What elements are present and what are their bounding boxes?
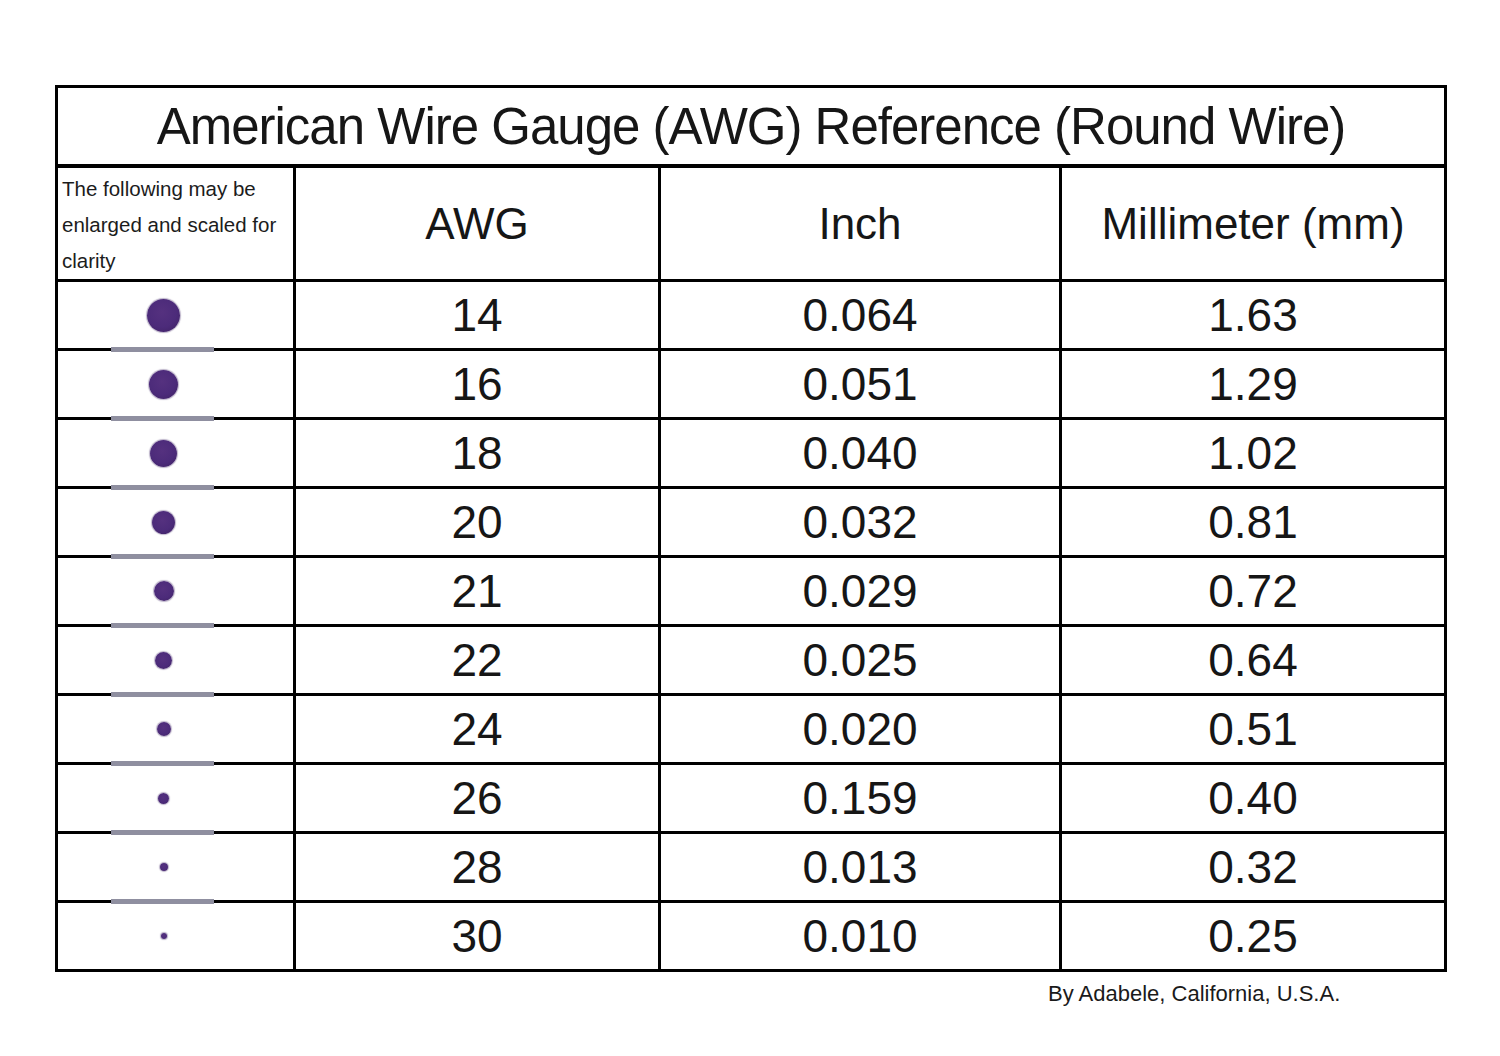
table-row: 14 0.064 1.63 (58, 282, 1444, 351)
wire-dot-icon (161, 933, 167, 939)
column-header-mm-label: Millimeter (mm) (1101, 199, 1404, 249)
awg-value: 22 (296, 627, 661, 693)
mm-value: 1.02 (1062, 420, 1444, 486)
wire-size-cell (58, 558, 296, 624)
table-header-row: The following may be enlarged and scaled… (58, 168, 1444, 282)
wire-size-cell (58, 627, 296, 693)
wire-size-cell (58, 903, 296, 969)
wire-size-cell (58, 351, 296, 417)
mm-value: 1.29 (1062, 351, 1444, 417)
wire-dot-icon (155, 652, 172, 669)
wire-size-cell (58, 489, 296, 555)
credit-text: By Adabele, California, U.S.A. (1048, 981, 1340, 1007)
row-separator-tick (111, 761, 214, 766)
awg-value: 26 (296, 765, 661, 831)
awg-value: 21 (296, 558, 661, 624)
wire-dot-icon (157, 722, 171, 736)
table-row: 26 0.159 0.40 (58, 765, 1444, 834)
row-separator-tick (111, 830, 214, 835)
awg-value: 20 (296, 489, 661, 555)
column-header-inch-label: Inch (818, 199, 901, 249)
awg-reference-table: American Wire Gauge (AWG) Reference (Rou… (55, 85, 1447, 972)
wire-size-cell (58, 282, 296, 348)
mm-value: 0.25 (1062, 903, 1444, 969)
column-header-awg-label: AWG (425, 199, 528, 249)
table-row: 22 0.025 0.64 (58, 627, 1444, 696)
wire-dot-icon (152, 511, 175, 534)
awg-value: 28 (296, 834, 661, 900)
awg-value: 24 (296, 696, 661, 762)
row-separator-tick (111, 623, 214, 628)
inch-value: 0.040 (661, 420, 1062, 486)
row-separator-tick (111, 899, 214, 904)
column-header-inch: Inch (661, 168, 1062, 279)
wire-size-cell (58, 834, 296, 900)
table-row: 18 0.040 1.02 (58, 420, 1444, 489)
mm-value: 0.72 (1062, 558, 1444, 624)
mm-value: 0.32 (1062, 834, 1444, 900)
table-row: 16 0.051 1.29 (58, 351, 1444, 420)
row-separator-tick (111, 692, 214, 697)
row-separator-tick (111, 554, 214, 559)
wire-dot-icon (158, 793, 169, 804)
inch-value: 0.051 (661, 351, 1062, 417)
awg-value: 30 (296, 903, 661, 969)
table-row: 20 0.032 0.81 (58, 489, 1444, 558)
wire-dot-icon (149, 370, 178, 399)
mm-value: 0.81 (1062, 489, 1444, 555)
wire-dot-icon (160, 863, 168, 871)
column-header-awg: AWG (296, 168, 661, 279)
wire-dot-icon (147, 299, 180, 332)
table-row: 21 0.029 0.72 (58, 558, 1444, 627)
mm-value: 0.40 (1062, 765, 1444, 831)
awg-reference-page: American Wire Gauge (AWG) Reference (Rou… (0, 0, 1500, 1056)
awg-value: 16 (296, 351, 661, 417)
table-row: 28 0.013 0.32 (58, 834, 1444, 903)
mm-value: 0.51 (1062, 696, 1444, 762)
inch-value: 0.013 (661, 834, 1062, 900)
scale-note: The following may be enlarged and scaled… (58, 168, 296, 279)
wire-dot-icon (154, 581, 174, 601)
column-header-mm: Millimeter (mm) (1062, 168, 1444, 279)
mm-value: 1.63 (1062, 282, 1444, 348)
table-title: American Wire Gauge (AWG) Reference (Rou… (58, 88, 1444, 168)
mm-value: 0.64 (1062, 627, 1444, 693)
table-row: 30 0.010 0.25 (58, 903, 1444, 969)
inch-value: 0.159 (661, 765, 1062, 831)
row-separator-tick (111, 416, 214, 421)
inch-value: 0.025 (661, 627, 1062, 693)
wire-size-cell (58, 420, 296, 486)
table-row: 24 0.020 0.51 (58, 696, 1444, 765)
row-separator-tick (111, 485, 214, 490)
awg-value: 18 (296, 420, 661, 486)
inch-value: 0.010 (661, 903, 1062, 969)
inch-value: 0.029 (661, 558, 1062, 624)
inch-value: 0.064 (661, 282, 1062, 348)
wire-size-cell (58, 765, 296, 831)
wire-dot-icon (150, 440, 177, 467)
wire-size-cell (58, 696, 296, 762)
row-separator-tick (111, 347, 214, 352)
awg-value: 14 (296, 282, 661, 348)
inch-value: 0.020 (661, 696, 1062, 762)
inch-value: 0.032 (661, 489, 1062, 555)
